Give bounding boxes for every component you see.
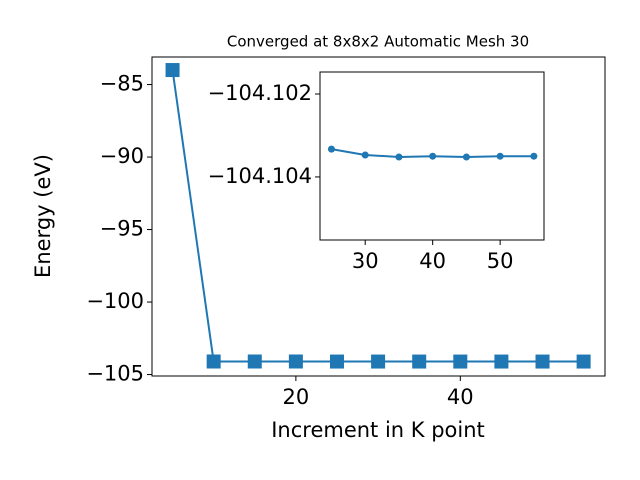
y-tick-label: −100 [86,289,144,313]
marker [288,354,303,369]
marker [247,354,262,369]
marker [576,354,591,369]
x-tick-label: 30 [352,249,379,273]
y-tick-label: −95 [100,217,144,241]
marker [165,63,180,78]
marker [535,354,550,369]
marker [429,152,437,160]
marker [496,152,504,160]
y-tick-label: −104.104 [208,164,312,188]
marker [371,354,386,369]
y-axis-label: Energy (eV) [31,154,55,278]
marker [530,152,538,160]
marker [361,151,369,159]
x-axis-label: Increment in K point [271,418,485,442]
x-tick-label: 20 [283,385,310,409]
x-tick-label: 40 [419,249,446,273]
x-tick-label: 50 [487,249,514,273]
marker [453,354,468,369]
y-tick-label: −90 [100,144,144,168]
x-tick-label: 40 [447,385,474,409]
y-tick-label: −85 [100,72,144,96]
y-tick-label: −105 [86,362,144,386]
chart-title: Converged at 8x8x2 Automatic Mesh 30 [227,33,529,51]
marker [329,354,344,369]
marker [462,153,470,161]
marker [494,354,509,369]
marker [206,354,221,369]
y-tick-label: −104.102 [208,81,312,105]
marker [395,153,403,161]
marker [327,145,335,153]
marker [412,354,427,369]
